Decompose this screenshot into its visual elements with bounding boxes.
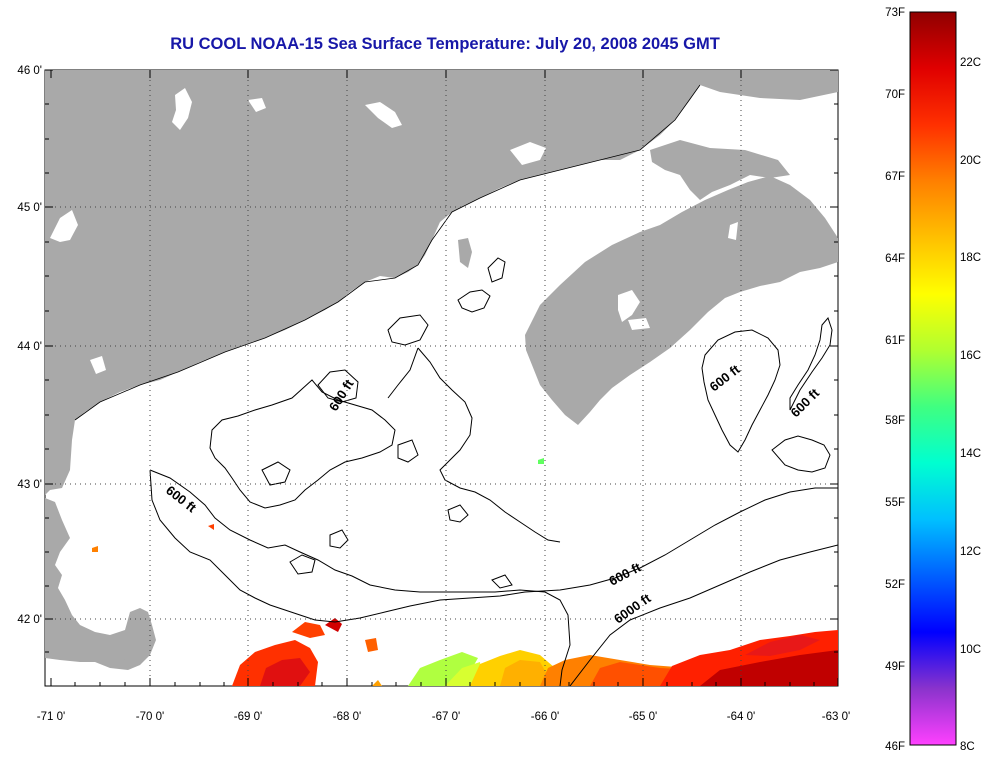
lon-label-64: -64 0' — [727, 711, 755, 723]
graticule — [45, 70, 838, 686]
cb-f-55: 55F — [885, 497, 905, 509]
lon-label-67: -67 0' — [432, 711, 460, 723]
cb-f-49: 49F — [885, 661, 905, 673]
cb-c-12: 12C — [960, 546, 981, 558]
land-massachusetts — [45, 498, 156, 670]
bay-of-fundy — [500, 228, 640, 312]
axis-ticks — [45, 69, 839, 686]
coastline — [74, 84, 701, 421]
land-pei — [650, 140, 790, 200]
cb-c-18: 18C — [960, 252, 981, 264]
map-title: RU COOL NOAA-15 Sea Surface Temperature:… — [170, 35, 720, 53]
longitude-labels: -71 0' -70 0' -69 0' -68 0' -67 0' -66 0… — [37, 711, 850, 723]
cb-c-14: 14C — [960, 448, 981, 460]
land-maine-newbrunswick — [45, 70, 838, 495]
land-nova-scotia — [525, 176, 838, 425]
depth-contours — [149, 257, 838, 686]
lat-label-43: 43 0' — [17, 479, 42, 491]
colorbar-celsius-labels: 22C 20C 18C 16C 14C 12C 10C 8C — [960, 57, 981, 753]
lat-label-44: 44 0' — [17, 341, 42, 353]
inland-lakes — [50, 88, 738, 374]
land-grand-manan — [458, 238, 472, 268]
cb-f-61: 61F — [885, 335, 905, 347]
cb-c-22: 22C — [960, 57, 981, 69]
latitude-labels: 46 0' 45 0' 44 0' 43 0' 42 0' — [17, 65, 42, 626]
lon-label-63: -63 0' — [822, 711, 850, 723]
lon-label-66: -66 0' — [531, 711, 559, 723]
lon-label-65: -65 0' — [629, 711, 657, 723]
lon-label-69: -69 0' — [234, 711, 262, 723]
sst-data-patches — [92, 458, 838, 686]
cb-c-16: 16C — [960, 350, 981, 362]
lon-label-68: -68 0' — [333, 711, 361, 723]
lat-label-45: 45 0' — [17, 202, 42, 214]
cb-f-67: 67F — [885, 171, 905, 183]
cb-f-73: 73F — [885, 7, 905, 19]
land-nantucket — [118, 648, 136, 660]
cb-c-10: 10C — [960, 644, 981, 656]
cb-f-52: 52F — [885, 579, 905, 591]
cb-c-20: 20C — [960, 155, 981, 167]
cb-f-58: 58F — [885, 415, 905, 427]
cb-c-8: 8C — [960, 741, 975, 753]
cb-f-46: 46F — [885, 741, 905, 753]
lon-label-71: -71 0' — [37, 711, 65, 723]
lat-label-46: 46 0' — [17, 65, 42, 77]
colorbar-gradient — [909, 11, 957, 746]
sst-map: 600 ft 600 ft 600 ft 600 ft 600 ft 6000 … — [17, 65, 850, 723]
cb-f-64: 64F — [885, 253, 905, 265]
lon-label-70: -70 0' — [136, 711, 164, 723]
cb-f-70: 70F — [885, 89, 905, 101]
lat-label-42: 42 0' — [17, 614, 42, 626]
colorbar-fahrenheit-labels: 73F 70F 67F 64F 61F 58F 55F 52F 49F 46F — [885, 7, 905, 753]
